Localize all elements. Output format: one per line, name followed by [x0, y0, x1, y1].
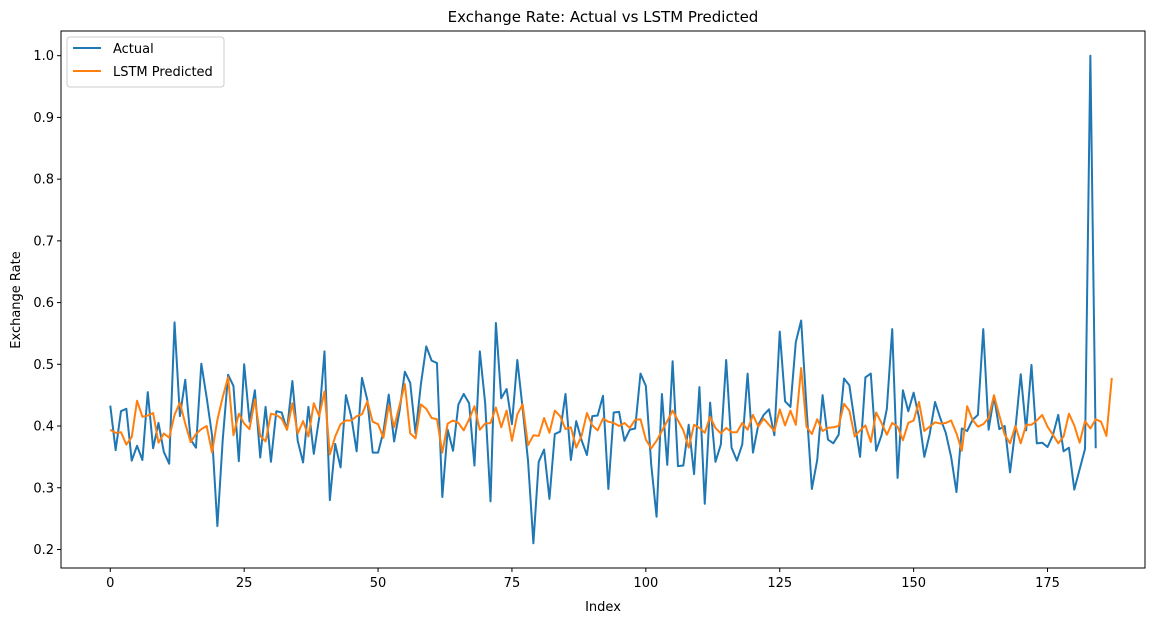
x-tick-label: 125	[767, 576, 792, 591]
series-layer	[109, 54, 1113, 545]
x-tick-label: 150	[901, 576, 926, 591]
y-tick-label: 1.0	[33, 49, 54, 64]
y-tick-label: 0.8	[33, 173, 54, 188]
legend-label-lstm-predicted: LSTM Predicted	[113, 65, 213, 80]
x-axis-ticks: 0 25 50 75 100 125 150 175	[106, 568, 1060, 591]
y-tick-label: 0.7	[33, 234, 54, 249]
chart-title: Exchange Rate: Actual vs LSTM Predicted	[448, 8, 759, 26]
x-tick-label: 100	[633, 576, 658, 591]
series-line-lstm-predicted	[109, 367, 1113, 456]
y-tick-label: 0.6	[33, 296, 54, 311]
series-line-actual	[109, 54, 1097, 545]
y-tick-label: 0.9	[33, 111, 54, 126]
x-tick-label: 50	[370, 576, 387, 591]
legend: Actual LSTM Predicted	[66, 36, 225, 88]
y-tick-label: 0.5	[33, 358, 54, 373]
legend-label-actual: Actual	[113, 42, 154, 57]
y-axis-label: Exchange Rate	[9, 251, 24, 348]
y-tick-label: 0.3	[33, 481, 54, 496]
y-tick-label: 0.4	[33, 420, 54, 435]
plot-area	[61, 31, 1145, 568]
y-axis-ticks: 0.2 0.3 0.4 0.5 0.6 0.7 0.8 0.9 1.0	[33, 49, 61, 558]
x-tick-label: 25	[236, 576, 253, 591]
x-axis-label: Index	[585, 600, 621, 615]
plot-frame	[60, 30, 1146, 569]
x-tick-label: 175	[1035, 576, 1060, 591]
x-tick-label: 0	[106, 576, 114, 591]
y-tick-label: 0.2	[33, 543, 54, 558]
x-tick-label: 75	[504, 576, 521, 591]
legend-box	[66, 36, 225, 88]
